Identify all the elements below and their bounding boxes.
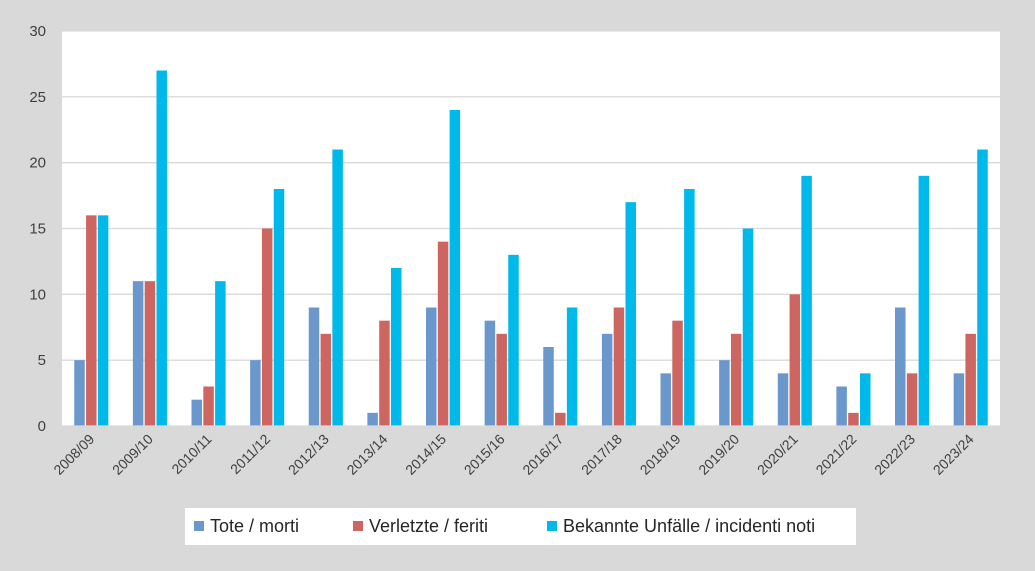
legend-label: Verletzte / feriti: [369, 516, 488, 536]
y-tick-label: 30: [29, 23, 46, 40]
bar-verletzte: [379, 320, 390, 426]
x-tick-label: 2015/16: [461, 431, 508, 478]
bar-verletzte: [555, 412, 566, 426]
legend-swatch: [353, 521, 363, 531]
x-tick-label: 2022/23: [871, 431, 918, 478]
bar-tote: [895, 307, 906, 426]
bar-unfaelle: [332, 149, 343, 426]
bar-tote: [308, 307, 320, 426]
x-tick-label: 2018/19: [637, 431, 684, 478]
bar-tote: [426, 307, 437, 426]
bar-verletzte: [906, 373, 918, 426]
y-tick-label: 15: [29, 221, 46, 238]
x-axis-tick-labels: 2008/09 2009/10 2010/11 2011/12 2012/13 2013/…: [50, 431, 977, 478]
bar-tote: [250, 360, 261, 426]
legend-box: [185, 508, 856, 545]
bar-tote: [367, 412, 378, 426]
bar-unfaelle: [742, 228, 754, 426]
bar-tote: [836, 386, 847, 426]
x-tick-label: 2017/18: [578, 431, 625, 478]
bar-tote: [191, 399, 203, 426]
bar-tote: [132, 281, 144, 426]
x-tick-label: 2021/22: [812, 431, 859, 478]
y-tick-label: 20: [29, 155, 46, 172]
bar-verletzte: [965, 333, 976, 426]
bar-verletzte: [848, 412, 859, 426]
x-tick-label: 2016/17: [519, 431, 566, 478]
bar-unfaelle: [97, 215, 109, 426]
bar-tote: [660, 373, 672, 426]
bar-unfaelle: [801, 175, 812, 426]
bar-verletzte: [672, 320, 683, 426]
x-tick-label: 2014/15: [402, 431, 449, 478]
x-tick-label: 2019/20: [695, 431, 742, 478]
bar-unfaelle: [273, 189, 285, 426]
bar-verletzte: [203, 386, 214, 426]
bar-verletzte: [320, 333, 332, 426]
bar-unfaelle: [859, 373, 871, 426]
x-tick-label: 2011/12: [227, 431, 274, 478]
bar-unfaelle: [918, 175, 930, 426]
y-tick-label: 0: [38, 418, 46, 435]
bar-unfaelle: [390, 268, 402, 426]
legend: Tote / morti Verletzte / feriti Bekannte U…: [185, 508, 856, 545]
x-tick-label: 2012/13: [285, 431, 332, 478]
bar-verletzte: [613, 307, 625, 426]
legend-swatch: [194, 521, 204, 531]
bar-verletzte: [261, 228, 273, 426]
bar-verletzte: [144, 281, 156, 426]
bar-tote: [484, 320, 496, 426]
bar-verletzte: [437, 241, 449, 426]
bar-unfaelle: [508, 254, 519, 426]
x-tick-label: 2009/10: [109, 431, 156, 478]
y-tick-label: 25: [29, 89, 46, 106]
y-axis-tick-labels: 0 5 10 15 20 25 30: [29, 23, 46, 435]
x-tick-label: 2023/24: [930, 431, 977, 478]
y-tick-label: 5: [38, 352, 46, 369]
x-tick-label: 2008/09: [50, 431, 97, 478]
bar-unfaelle: [684, 189, 695, 426]
legend-label: Bekannte Unfälle / incidenti noti: [563, 516, 815, 536]
bar-tote: [719, 360, 730, 426]
bar-verletzte: [496, 333, 507, 426]
legend-swatch: [547, 521, 557, 531]
bar-tote: [601, 333, 613, 426]
bar-unfaelle: [215, 281, 226, 426]
bar-unfaelle: [156, 70, 167, 426]
bar-verletzte: [730, 333, 742, 426]
bar-unfaelle: [449, 110, 461, 426]
bar-unfaelle: [566, 307, 578, 426]
bar-verletzte: [789, 294, 801, 426]
y-tick-label: 10: [29, 286, 46, 303]
legend-label: Tote / morti: [210, 516, 299, 536]
bar-tote: [777, 373, 789, 426]
bar-tote: [953, 373, 965, 426]
x-tick-label: 2013/14: [343, 431, 390, 478]
x-tick-label: 2010/11: [168, 431, 215, 478]
bar-unfaelle: [625, 202, 636, 426]
bars: [74, 70, 988, 426]
bar-unfaelle: [977, 149, 988, 426]
bar-tote: [543, 347, 554, 426]
bar-tote: [74, 360, 85, 426]
x-tick-label: 2020/21: [754, 431, 801, 478]
bar-verletzte: [86, 215, 97, 426]
